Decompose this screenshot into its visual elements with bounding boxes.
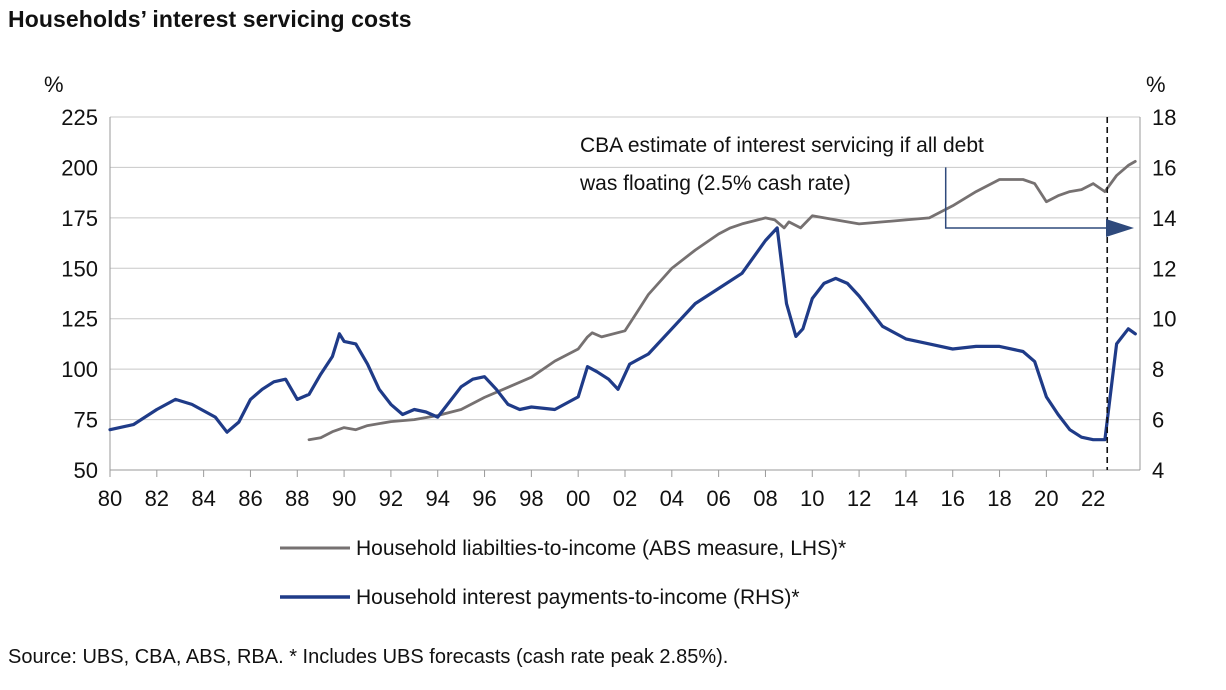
right-tick-label: 14 xyxy=(1152,206,1176,231)
x-tick-label: 00 xyxy=(566,486,590,511)
series-line-liabilities xyxy=(307,159,1137,442)
x-tick-label: 10 xyxy=(800,486,824,511)
x-tick-label: 08 xyxy=(753,486,777,511)
x-tick-label: 20 xyxy=(1034,486,1058,511)
right-tick-label: 16 xyxy=(1152,155,1176,180)
x-tick-label: 22 xyxy=(1081,486,1105,511)
gridlines xyxy=(110,116,1140,471)
left-tick-label: 50 xyxy=(74,458,98,483)
series-lines xyxy=(108,159,1137,442)
annotation: CBA estimate of interest servicing if al… xyxy=(579,134,1134,237)
right-tick-label: 10 xyxy=(1152,307,1176,332)
x-tick-label: 12 xyxy=(847,486,871,511)
annotation-arrow xyxy=(944,167,1112,229)
series-line-interest xyxy=(108,226,1137,442)
x-tick-label: 16 xyxy=(940,486,964,511)
annotation-arrowhead xyxy=(1106,218,1134,237)
source-note: Source: UBS, CBA, ABS, RBA. * Includes U… xyxy=(8,646,729,668)
right-tick-label: 8 xyxy=(1152,357,1164,382)
legend: Household liabilties-to-income (ABS meas… xyxy=(280,537,846,609)
x-tick-label: 88 xyxy=(285,486,309,511)
x-tick-label: 94 xyxy=(425,486,449,511)
x-tick-label: 14 xyxy=(894,486,918,511)
chart-title: Households’ interest servicing costs xyxy=(8,6,412,32)
x-tick-label: 82 xyxy=(145,486,169,511)
x-tick-label: 90 xyxy=(332,486,356,511)
x-tick-label: 98 xyxy=(519,486,543,511)
left-tick-label: 125 xyxy=(61,307,98,332)
left-tick-label: 175 xyxy=(61,206,98,231)
x-tick-label: 92 xyxy=(379,486,403,511)
right-tick-label: 6 xyxy=(1152,408,1164,433)
left-tick-label: 75 xyxy=(74,408,98,433)
right-tick-label: 18 xyxy=(1152,105,1176,130)
x-tick-label: 80 xyxy=(98,486,122,511)
axes xyxy=(109,117,1141,471)
left-tick-label: 150 xyxy=(61,256,98,281)
x-tick-label: 02 xyxy=(613,486,637,511)
legend-label-liabilities: Household liabilties-to-income (ABS meas… xyxy=(356,537,846,560)
x-tick-label: 86 xyxy=(238,486,262,511)
left-tick-label: 200 xyxy=(61,155,98,180)
left-axis-ticks: 50 75 100 125 150 175 200 225 xyxy=(61,105,98,483)
x-tick-label: 06 xyxy=(706,486,730,511)
x-axis-ticks: 80 82 84 86 88 90 92 94 96 98 00 02 04 06 08 10 12 14 16 18… xyxy=(98,470,1105,511)
left-axis-unit: % xyxy=(44,72,64,97)
x-tick-label: 18 xyxy=(987,486,1011,511)
left-tick-label: 100 xyxy=(61,357,98,382)
right-axis-unit: % xyxy=(1146,72,1166,97)
right-tick-label: 12 xyxy=(1152,256,1176,281)
right-axis-ticks: 4 6 8 10 12 14 16 18 xyxy=(1152,105,1176,483)
annotation-line-2: was floating (2.5% cash rate) xyxy=(579,172,851,195)
x-tick-label: 96 xyxy=(472,486,496,511)
x-tick-label: 84 xyxy=(191,486,215,511)
right-tick-label: 4 xyxy=(1152,458,1164,483)
annotation-line-1: CBA estimate of interest servicing if al… xyxy=(580,134,984,157)
legend-label-interest: Household interest payments-to-income (R… xyxy=(356,586,800,609)
x-tick-label: 04 xyxy=(660,486,684,511)
left-tick-label: 225 xyxy=(61,105,98,130)
